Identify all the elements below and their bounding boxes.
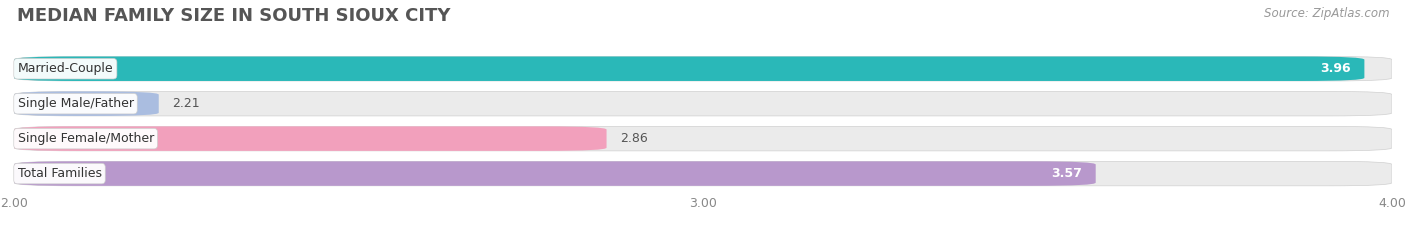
Text: Married-Couple: Married-Couple (17, 62, 112, 75)
Text: Source: ZipAtlas.com: Source: ZipAtlas.com (1264, 7, 1389, 20)
FancyBboxPatch shape (14, 92, 159, 116)
FancyBboxPatch shape (14, 161, 1095, 186)
Text: 3.57: 3.57 (1052, 167, 1083, 180)
Text: MEDIAN FAMILY SIZE IN SOUTH SIOUX CITY: MEDIAN FAMILY SIZE IN SOUTH SIOUX CITY (17, 7, 450, 25)
FancyBboxPatch shape (14, 161, 1392, 186)
Text: 2.21: 2.21 (173, 97, 200, 110)
Text: 3.96: 3.96 (1320, 62, 1351, 75)
FancyBboxPatch shape (14, 92, 1392, 116)
Text: 2.86: 2.86 (620, 132, 648, 145)
FancyBboxPatch shape (14, 57, 1364, 81)
Text: Single Female/Mother: Single Female/Mother (17, 132, 153, 145)
Text: Single Male/Father: Single Male/Father (17, 97, 134, 110)
Text: Total Families: Total Families (17, 167, 101, 180)
FancyBboxPatch shape (14, 126, 606, 151)
FancyBboxPatch shape (14, 126, 1392, 151)
FancyBboxPatch shape (14, 57, 1392, 81)
